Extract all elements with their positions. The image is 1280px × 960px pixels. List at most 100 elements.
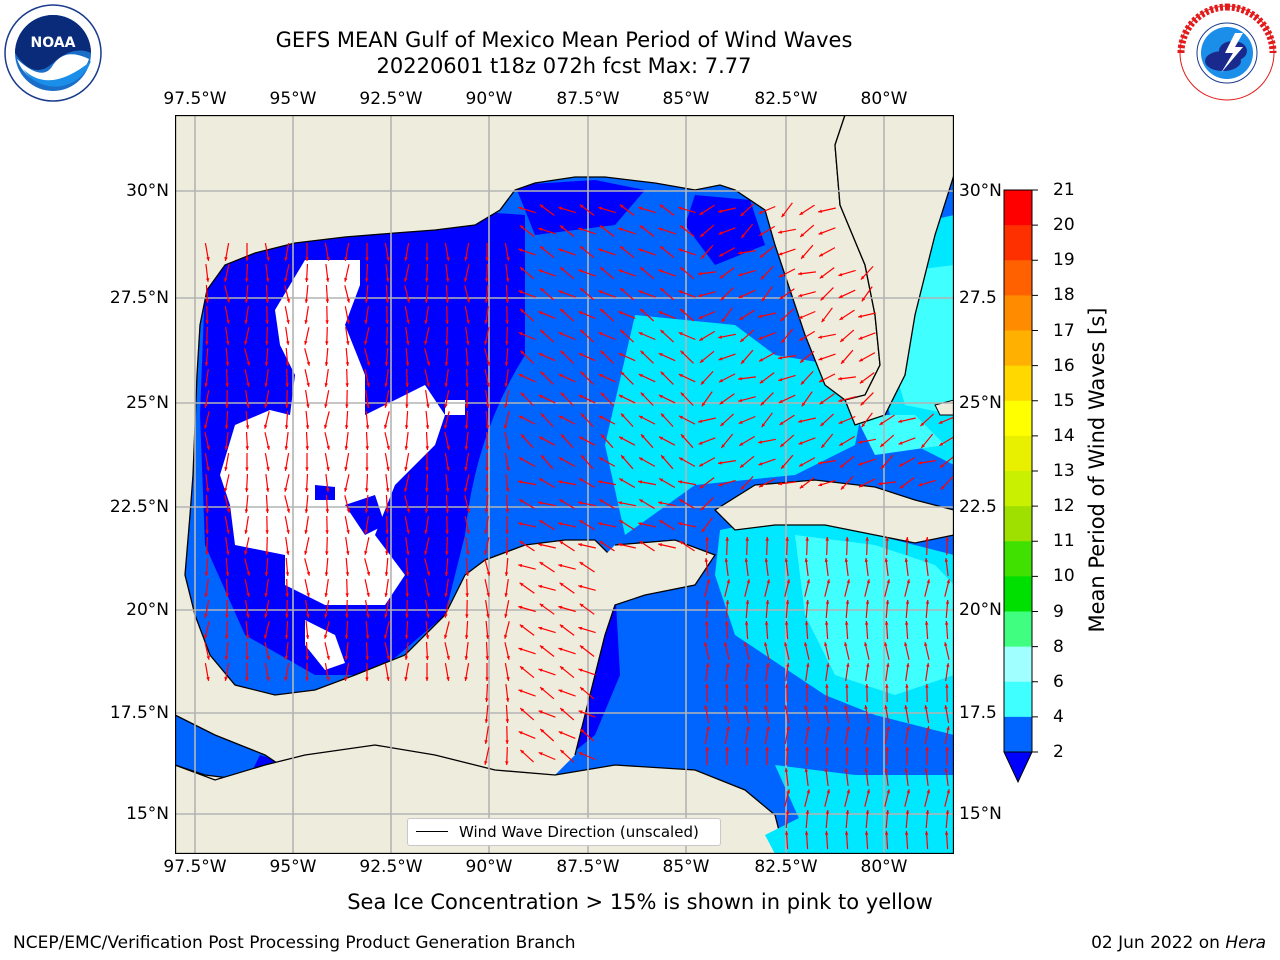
colorbar-under-arrow [1003, 751, 1033, 784]
wave-arrow-head [538, 584, 543, 589]
wave-arrow-head [678, 332, 683, 336]
wave-arrow-head [345, 572, 350, 576]
wave-arrow-head [944, 831, 949, 835]
colorbar-bin [1004, 506, 1032, 542]
wave-arrow-head [706, 579, 710, 584]
wave-arrow-head [804, 621, 809, 625]
cuba [713, 479, 954, 544]
wave-arrow-head [506, 655, 510, 660]
wave-arrow-head [384, 634, 388, 639]
wave-arrow-head [920, 422, 925, 427]
wave-arrow-head [600, 267, 604, 271]
wave-arrow-head [304, 530, 308, 534]
wave-arrow-head [758, 336, 763, 340]
wave-arrow-head [504, 593, 508, 597]
wave-arrow-head [844, 642, 848, 647]
wave-arrow-head [785, 810, 790, 814]
wave-arrow-head [540, 288, 545, 292]
wave-arrow-head [865, 600, 870, 604]
wave-arrow-head [738, 376, 742, 381]
wave-arrow-head [224, 656, 229, 660]
wave-arrow-head [304, 340, 308, 345]
wave-arrow-head [518, 332, 523, 336]
wave-arrow-head [739, 316, 744, 320]
wave-arrow-head [465, 614, 469, 618]
wave-arrow-head [539, 204, 544, 209]
wave-arrow-head [265, 488, 270, 492]
lon-tick: 82.5°W [754, 89, 818, 109]
wave-arrow-head [424, 509, 429, 513]
wave-arrow-head [464, 425, 469, 429]
wave-arrow-head [805, 810, 810, 814]
wave-arrow-head [799, 484, 804, 489]
wave-arrow-head [485, 467, 489, 471]
wave-arrow-head [426, 614, 430, 618]
wave-arrow-head [865, 810, 870, 814]
wave-arrow-head [804, 558, 809, 562]
wave-arrow-head [598, 206, 603, 211]
wave-arrow-head [801, 254, 805, 259]
wave-arrow-head [325, 509, 330, 513]
wave-arrow-head [485, 677, 489, 681]
wave-arrow-head [306, 361, 311, 366]
chart-title: GEFS MEAN Gulf of Mexico Mean Period of … [275, 28, 853, 52]
wave-arrow-head [619, 204, 624, 209]
wave-arrow-head [884, 705, 888, 709]
wave-arrow-head [224, 446, 229, 450]
wave-arrow-head [698, 293, 703, 298]
wave-arrow-head [366, 614, 370, 618]
wave-arrow-head [519, 624, 524, 629]
wave-arrow-head [944, 705, 948, 709]
wave-arrow-head [266, 677, 270, 681]
wave-arrow-head [505, 719, 510, 723]
wave-arrow-head [245, 635, 250, 639]
wave-arrow-head [698, 419, 703, 423]
wave-arrow-head [759, 232, 764, 236]
wave-arrow-head [540, 413, 545, 418]
wave-arrow-head [818, 357, 823, 361]
wave-arrow-head [346, 298, 350, 303]
wave-arrow-head [344, 635, 349, 639]
wave-arrow-head [944, 768, 949, 772]
wave-arrow-head [924, 831, 929, 835]
wave-arrow-head [265, 509, 270, 513]
wave-arrow-head [558, 647, 563, 651]
wave-arrow-head [558, 522, 563, 526]
wave-arrow-head [324, 614, 328, 618]
wave-arrow-head [285, 383, 289, 387]
wave-arrow-head [904, 768, 909, 772]
wave-arrow-head [286, 551, 290, 555]
wave-arrow-head [640, 267, 644, 271]
wave-arrow-head [344, 277, 348, 282]
colorbar-tick-label: 18 [1053, 285, 1075, 306]
wave-arrow-head [405, 614, 409, 618]
wave-arrow-head [345, 593, 349, 597]
wave-arrow-head [745, 600, 750, 604]
wave-arrow-head [426, 382, 430, 387]
wave-arrow-head [504, 383, 508, 387]
wave-arrow-head [766, 663, 770, 667]
wave-arrow-head [558, 731, 563, 735]
wave-arrow-head [444, 572, 449, 576]
wave-arrow-head [366, 361, 371, 366]
wave-arrow-head [284, 677, 288, 681]
wave-arrow-head [464, 467, 468, 471]
wave-arrow-head [599, 541, 604, 545]
wave-arrow-head [486, 614, 490, 618]
wave-arrow-head [800, 380, 805, 385]
wave-arrow-head [638, 522, 643, 526]
wave-arrow-head [406, 298, 410, 303]
wave-arrow-head [518, 374, 523, 378]
wave-arrow-head [444, 404, 448, 408]
wave-arrow-head [820, 422, 825, 427]
wave-arrow-head [786, 663, 790, 667]
wave-arrow-head [904, 621, 909, 625]
wave-arrow-head [266, 257, 270, 261]
wave-arrow-head [805, 537, 809, 541]
wave-arrow-head [204, 424, 208, 429]
wave-arrow-head [846, 579, 850, 584]
run-date: 02 Jun 2022 on Hera [1091, 933, 1266, 953]
wave-arrow-head [425, 425, 430, 429]
wave-arrow-head [385, 320, 389, 324]
wave-arrow-head [284, 446, 289, 450]
